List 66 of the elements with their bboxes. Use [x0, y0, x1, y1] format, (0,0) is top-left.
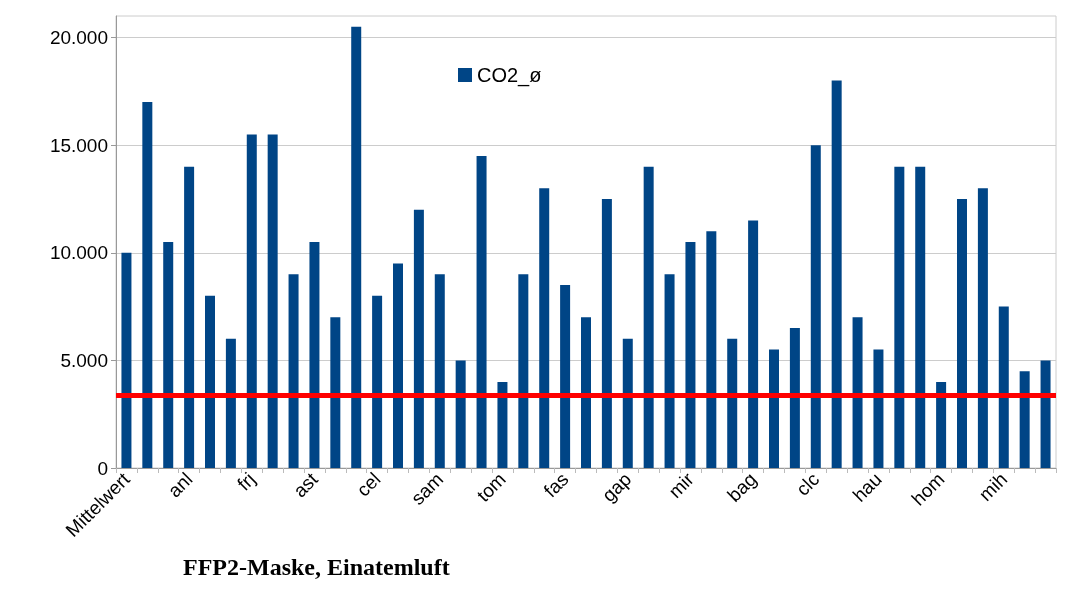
- bar: [769, 349, 779, 468]
- bar: [288, 274, 299, 468]
- bar: [748, 220, 759, 468]
- bar: [1040, 360, 1051, 468]
- bar: [330, 317, 341, 468]
- bar: [205, 295, 215, 468]
- x-tick-label: tom: [472, 468, 510, 506]
- y-tick-label: 10.000: [49, 242, 108, 264]
- bar: [685, 242, 696, 468]
- bar: [622, 338, 633, 468]
- bar: [977, 188, 988, 468]
- bar: [915, 166, 926, 468]
- text: FFP2-Maske, Einatemluft: [183, 554, 450, 580]
- bar: [581, 317, 591, 468]
- bar: [434, 274, 445, 468]
- bar: [518, 274, 529, 468]
- x-tick-label: fas: [539, 468, 573, 502]
- x-tick-label: anl: [163, 468, 197, 502]
- x-tick-label: bag: [723, 468, 761, 506]
- bar: [998, 306, 1009, 468]
- x-tick-label: mih: [974, 468, 1012, 506]
- x-tick-label: cel: [352, 468, 385, 501]
- bar: [852, 317, 863, 468]
- bar: [267, 134, 278, 468]
- bar: [601, 198, 612, 468]
- x-tick-label: mir: [664, 468, 698, 503]
- bar: [560, 285, 571, 468]
- bar: [121, 252, 132, 468]
- bar: [225, 338, 236, 468]
- bar: [246, 134, 257, 468]
- x-tick-label: hau: [848, 468, 886, 506]
- bar: [413, 209, 424, 468]
- y-tick-label: 15.000: [49, 134, 108, 156]
- bar: [393, 263, 403, 468]
- bar: [706, 231, 717, 468]
- bar: [789, 328, 800, 468]
- bar: [142, 102, 153, 468]
- bar: [936, 381, 947, 468]
- y-tick-label: 5.000: [60, 349, 108, 371]
- bar: [163, 242, 174, 468]
- bar: [727, 338, 738, 468]
- y-tick-label: 20.000: [49, 27, 108, 49]
- x-tick-label: ast: [289, 468, 323, 502]
- legend-label: CO2_ø: [477, 64, 542, 87]
- bar: [455, 360, 466, 468]
- x-tick-label: sam: [406, 468, 448, 509]
- bar: [351, 26, 362, 468]
- x-tick-label: clc: [791, 468, 824, 500]
- bar: [810, 145, 821, 468]
- bar: [497, 381, 508, 468]
- bar: [831, 80, 842, 468]
- x-tick-label: frj: [233, 468, 260, 495]
- bar: [894, 166, 905, 468]
- x-tick-label: gap: [597, 468, 636, 506]
- bar: [664, 274, 675, 468]
- bar: [476, 155, 487, 468]
- x-tick-label: hom: [907, 468, 949, 510]
- bar: [309, 242, 320, 468]
- bar: [643, 166, 654, 468]
- bar: [372, 295, 383, 468]
- bar: [184, 166, 195, 468]
- bar: [957, 198, 967, 468]
- bar: [539, 188, 550, 468]
- bar: [873, 349, 884, 468]
- bar: [1019, 371, 1030, 468]
- y-tick-label: 0: [97, 457, 108, 479]
